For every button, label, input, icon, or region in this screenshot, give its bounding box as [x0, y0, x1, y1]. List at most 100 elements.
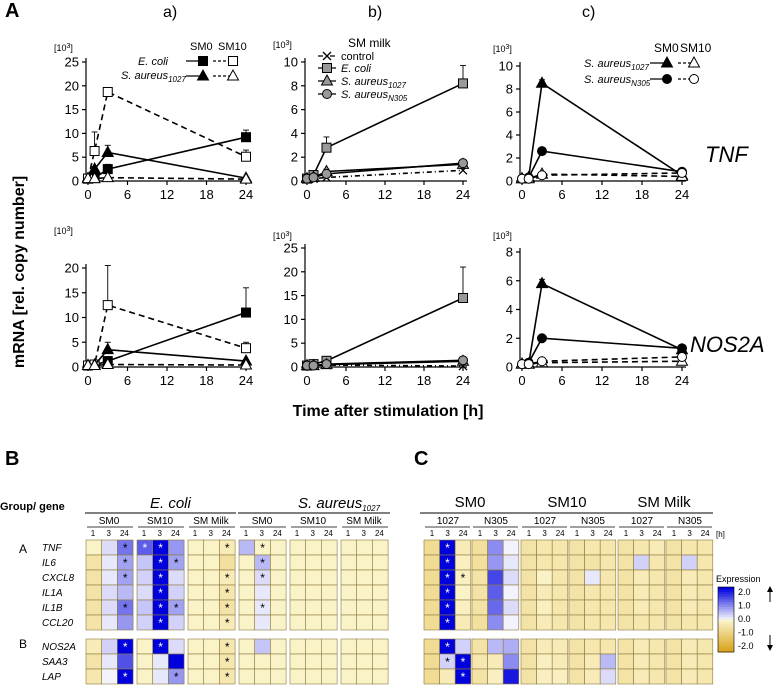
x-tick-label: 6 — [558, 187, 565, 202]
heatmap-cell — [665, 569, 682, 586]
heatmap-cell — [321, 614, 338, 631]
heatmap-cell — [203, 554, 220, 571]
x-tick-label: 24 — [456, 373, 470, 388]
significance-asterisk: * — [461, 670, 466, 684]
heatmap-cell — [536, 614, 553, 631]
heatmap-cell — [551, 539, 569, 556]
heatmap-cell — [568, 569, 585, 586]
heatmap-cell — [617, 599, 634, 616]
data-point — [239, 172, 253, 184]
series-line — [521, 81, 683, 180]
heatmap-time-label: 24 — [222, 529, 231, 538]
heatmap-cell — [136, 653, 153, 670]
arrow-up-head — [767, 586, 773, 592]
y-tick-label: 10 — [65, 126, 79, 141]
significance-asterisk: * — [445, 640, 450, 654]
x-axis-label: Time after stimulation [h] — [293, 403, 484, 420]
heatmap-cell — [633, 599, 650, 616]
legend-marker — [226, 68, 240, 81]
heatmap-cell — [454, 554, 472, 571]
y-tick-label: 10 — [284, 312, 298, 327]
color-legend-band — [718, 629, 734, 633]
color-legend-tick: 0.0 — [738, 614, 751, 624]
heatmap-cell — [551, 569, 569, 586]
heatmap-cell — [85, 653, 102, 670]
legend-marker — [196, 68, 210, 81]
x-tick-label: 0 — [303, 187, 310, 202]
heatmap-cell — [238, 599, 255, 616]
color-legend-band — [718, 642, 734, 645]
heatmap-cell — [648, 668, 666, 685]
heatmap-cell — [584, 668, 601, 685]
significance-asterisk: * — [225, 640, 230, 654]
legend-entry: S. aureus1027 — [584, 58, 649, 72]
x-tick-label: 24 — [456, 187, 470, 202]
heatmap-cell — [633, 614, 650, 631]
heatmap-cell — [101, 653, 118, 670]
significance-asterisk: * — [158, 556, 163, 570]
heatmap-cell — [520, 653, 537, 670]
heatmap-cell — [136, 599, 153, 616]
y-tick-label: 20 — [284, 264, 298, 279]
heatmap-c-group: SM10 — [547, 494, 586, 511]
data-point — [308, 172, 319, 183]
significance-asterisk: * — [123, 640, 128, 654]
heatmap-cell — [238, 584, 255, 601]
legend-marker — [322, 63, 332, 73]
heatmap-cell — [681, 668, 698, 685]
data-point — [241, 307, 251, 318]
heatmap-time-label: 3 — [310, 529, 315, 538]
heatmap-time-label: 24 — [171, 529, 180, 538]
heatmap-cell — [536, 584, 553, 601]
heatmap-cell — [270, 539, 287, 556]
gene-label: TNF — [42, 543, 62, 554]
heatmap-cell — [648, 638, 666, 655]
significance-asterisk: * — [123, 670, 128, 684]
heatmap-group-label: SM10 — [147, 516, 174, 527]
y-axis-label: mRNA [rel. copy number] — [11, 176, 28, 368]
y-tick-label: 20 — [65, 261, 79, 276]
subpanel-label-b: b) — [368, 4, 382, 21]
heatmap-cell — [187, 569, 204, 586]
color-legend-band — [718, 617, 734, 620]
heatmap-cell — [520, 554, 537, 571]
significance-asterisk: * — [225, 655, 230, 669]
heatmap-cell — [536, 668, 553, 685]
row-gene-NOS2A: NOS2A — [690, 332, 765, 357]
legend-entry: S. aureus1027 — [121, 70, 186, 84]
heatmap-cell — [568, 539, 585, 556]
significance-asterisk: * — [225, 571, 230, 585]
data-point — [535, 276, 549, 289]
heatmap-cell — [101, 638, 118, 655]
significance-asterisk: * — [225, 670, 230, 684]
heatmap-cell — [551, 599, 569, 616]
legend-marker — [689, 74, 699, 84]
heatmap-cell — [681, 554, 698, 571]
heatmap-group-label: SM0 — [99, 516, 120, 527]
color-legend-band — [718, 634, 734, 638]
heatmap-cell — [584, 653, 601, 670]
heatmap-cell — [423, 668, 440, 685]
heatmap-cell — [305, 638, 322, 655]
heatmap-cell — [340, 638, 357, 655]
y-tick-label: 4 — [506, 302, 513, 317]
legend-col-SM0: SM0 — [654, 41, 679, 55]
data-point — [241, 132, 251, 143]
significance-asterisk: * — [123, 556, 128, 570]
significance-asterisk: * — [158, 640, 163, 654]
heatmap-cell — [203, 599, 220, 616]
heatmap-cell — [665, 614, 682, 631]
heatmap-cell — [85, 569, 102, 586]
heatmap-cell — [289, 614, 306, 631]
y-tick-label: 20 — [65, 78, 79, 93]
y-tick-label: 10 — [65, 310, 79, 325]
heatmap-cell — [502, 554, 520, 571]
heatmap-cell — [238, 554, 255, 571]
color-legend-band — [718, 612, 734, 615]
heatmap-cell — [454, 584, 472, 601]
heatmap-c-group: SM0 — [455, 494, 486, 511]
heatmap-cell — [454, 638, 472, 655]
significance-asterisk: * — [445, 601, 450, 615]
